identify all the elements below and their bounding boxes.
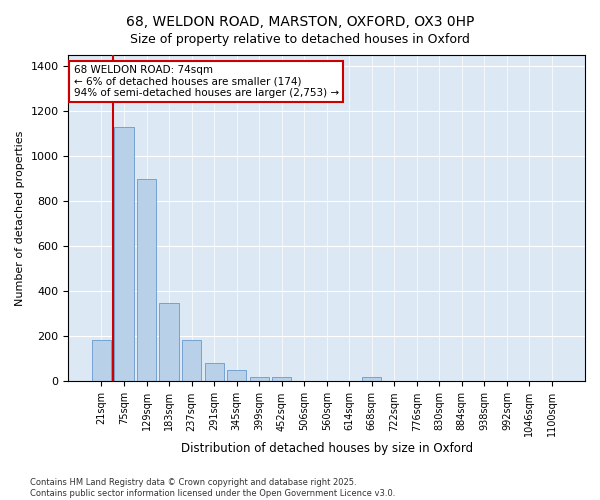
Bar [227, 370, 246, 382]
Bar [160, 302, 179, 382]
X-axis label: Distribution of detached houses by size in Oxford: Distribution of detached houses by size … [181, 442, 473, 455]
Bar [182, 340, 201, 382]
Text: 68 WELDON ROAD: 74sqm
← 6% of detached houses are smaller (174)
94% of semi-deta: 68 WELDON ROAD: 74sqm ← 6% of detached h… [74, 65, 338, 98]
Bar [250, 377, 269, 382]
Bar [205, 364, 224, 382]
Bar [272, 377, 291, 382]
Text: 68, WELDON ROAD, MARSTON, OXFORD, OX3 0HP: 68, WELDON ROAD, MARSTON, OXFORD, OX3 0H… [126, 15, 474, 29]
Bar [137, 179, 156, 382]
Text: Contains HM Land Registry data © Crown copyright and database right 2025.
Contai: Contains HM Land Registry data © Crown c… [30, 478, 395, 498]
Bar [362, 377, 382, 382]
Bar [115, 127, 134, 382]
Y-axis label: Number of detached properties: Number of detached properties [15, 130, 25, 306]
Text: Size of property relative to detached houses in Oxford: Size of property relative to detached ho… [130, 32, 470, 46]
Bar [92, 340, 111, 382]
